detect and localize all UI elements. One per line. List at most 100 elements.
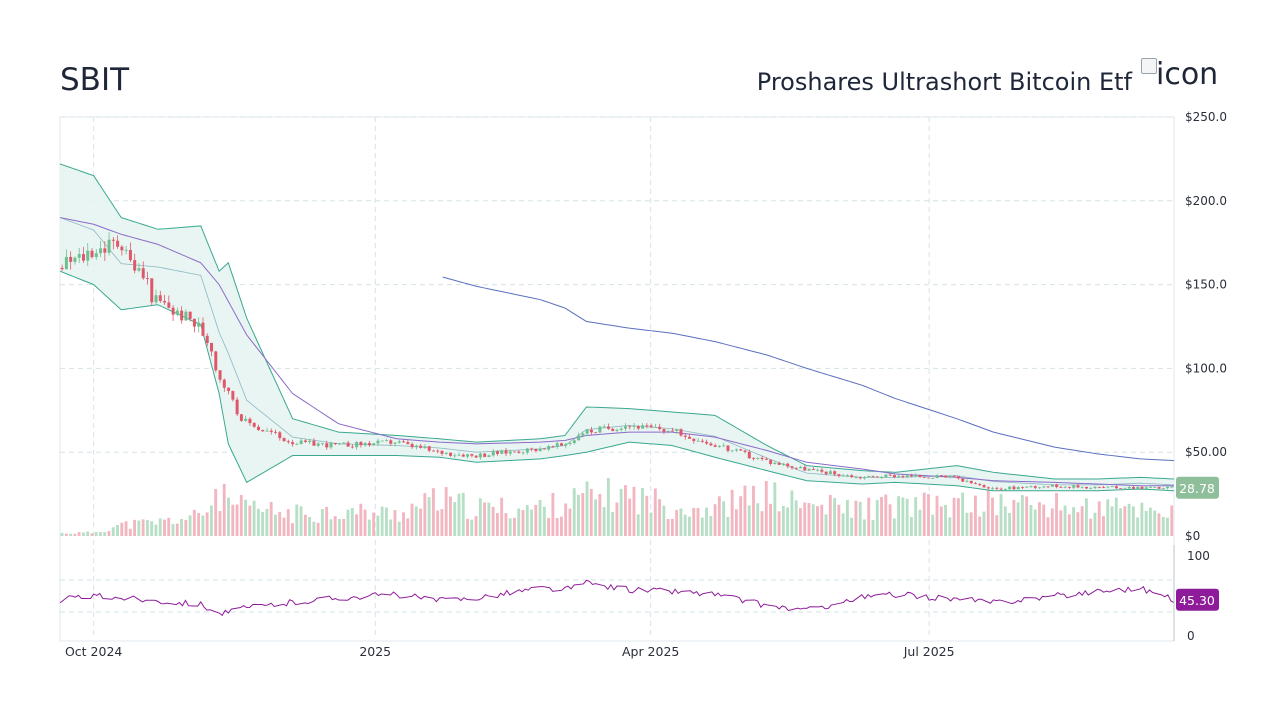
volume-bar [589,488,593,536]
volume-bar [99,532,102,536]
value-tags: 28.78 45.30 [1176,476,1219,611]
volume-bar [551,492,555,536]
volume-bar [145,520,149,536]
volume-bar [547,517,551,536]
rsi-tick-label: 0 [1187,629,1195,643]
candle-body [427,446,431,451]
candle-body [282,438,286,442]
volume-bar [999,494,1003,536]
volume-bar [769,503,772,536]
candle-body [1170,486,1174,488]
candle-body [491,451,495,456]
candle-body [986,487,990,489]
volume-bar [918,509,922,536]
candle-body [653,426,657,428]
candle-body [261,429,265,432]
candle-body [1161,488,1165,489]
candle-body [64,256,68,270]
candle-body [227,387,231,392]
chart-grid [59,116,1175,642]
candle-body [1110,486,1114,488]
candle-body [359,441,363,446]
volume-bar [316,522,320,536]
volume-bar [444,487,448,536]
volume-bar [1046,517,1050,536]
candle-body [163,300,167,303]
candle-body [350,446,354,448]
volume-bar [312,521,316,536]
candle-body [649,425,653,427]
bollinger-band [59,163,1175,492]
volume-bar [559,516,563,536]
candle-body [948,475,952,478]
volume-bar [1097,501,1101,536]
volume-bar [1157,513,1161,536]
candle-body [94,253,98,258]
candle-body [807,469,811,471]
volume-bar [1136,517,1140,536]
volume-bar [1055,492,1058,536]
volume-bar [1050,508,1054,536]
candle-body [1055,484,1059,488]
volume-bar [739,496,743,536]
candle-body [717,445,721,447]
volume-bar [513,517,516,536]
volume-bar [120,522,124,536]
volume-bar [1003,506,1007,536]
volume-bar [675,509,679,536]
volume-bar [577,494,580,536]
candle-body [568,443,572,445]
candle-body [303,440,307,442]
volume-bar [308,516,312,536]
volume-bar [863,519,866,536]
candle-body [210,342,214,352]
candle-body [624,426,628,429]
volume-bar [777,511,781,536]
volume-bar [572,488,576,536]
volume-bar [158,518,162,536]
candle-body [764,458,768,460]
candle-body [756,457,760,459]
volume-bar [658,499,662,536]
candle-body [555,443,559,447]
volume-bar [525,505,529,536]
volume-bar [871,519,875,536]
volume-bar [991,497,994,536]
volume-bar [478,498,482,536]
volume-bar [790,490,794,536]
candle-body [769,459,773,464]
candle-body [1059,487,1063,488]
candle-body [636,426,640,429]
volume-bar [888,504,892,536]
volume-bar [453,501,457,536]
candle-body [850,475,854,478]
volume-bar [662,505,666,536]
rsi-tick-label: 100 [1187,549,1210,563]
candle-body [824,471,828,474]
volume-bar [645,495,649,536]
candle-body [632,426,636,427]
candle-body [884,474,888,478]
volume-bar [261,511,265,536]
volume-bar [77,532,81,536]
candle-body [790,466,794,468]
candle-body [1080,486,1084,488]
volume-bar [730,489,734,536]
candle-body [961,478,965,482]
company-logo-icon: icon [1141,58,1221,98]
volume-bar [103,532,107,536]
volume-bar [1131,506,1135,536]
candlesticks [60,232,1174,491]
candle-body [363,443,367,446]
candle-body [120,246,124,251]
candle-body [918,474,922,478]
candle-body [81,254,85,261]
rsi-line [59,579,1175,617]
plot-frame [59,116,1175,642]
candle-body [670,430,674,432]
volume-bar [320,509,324,536]
candle-body [1025,486,1029,488]
candle-body [581,433,585,436]
candle-body [103,248,107,253]
candle-body [897,476,901,478]
